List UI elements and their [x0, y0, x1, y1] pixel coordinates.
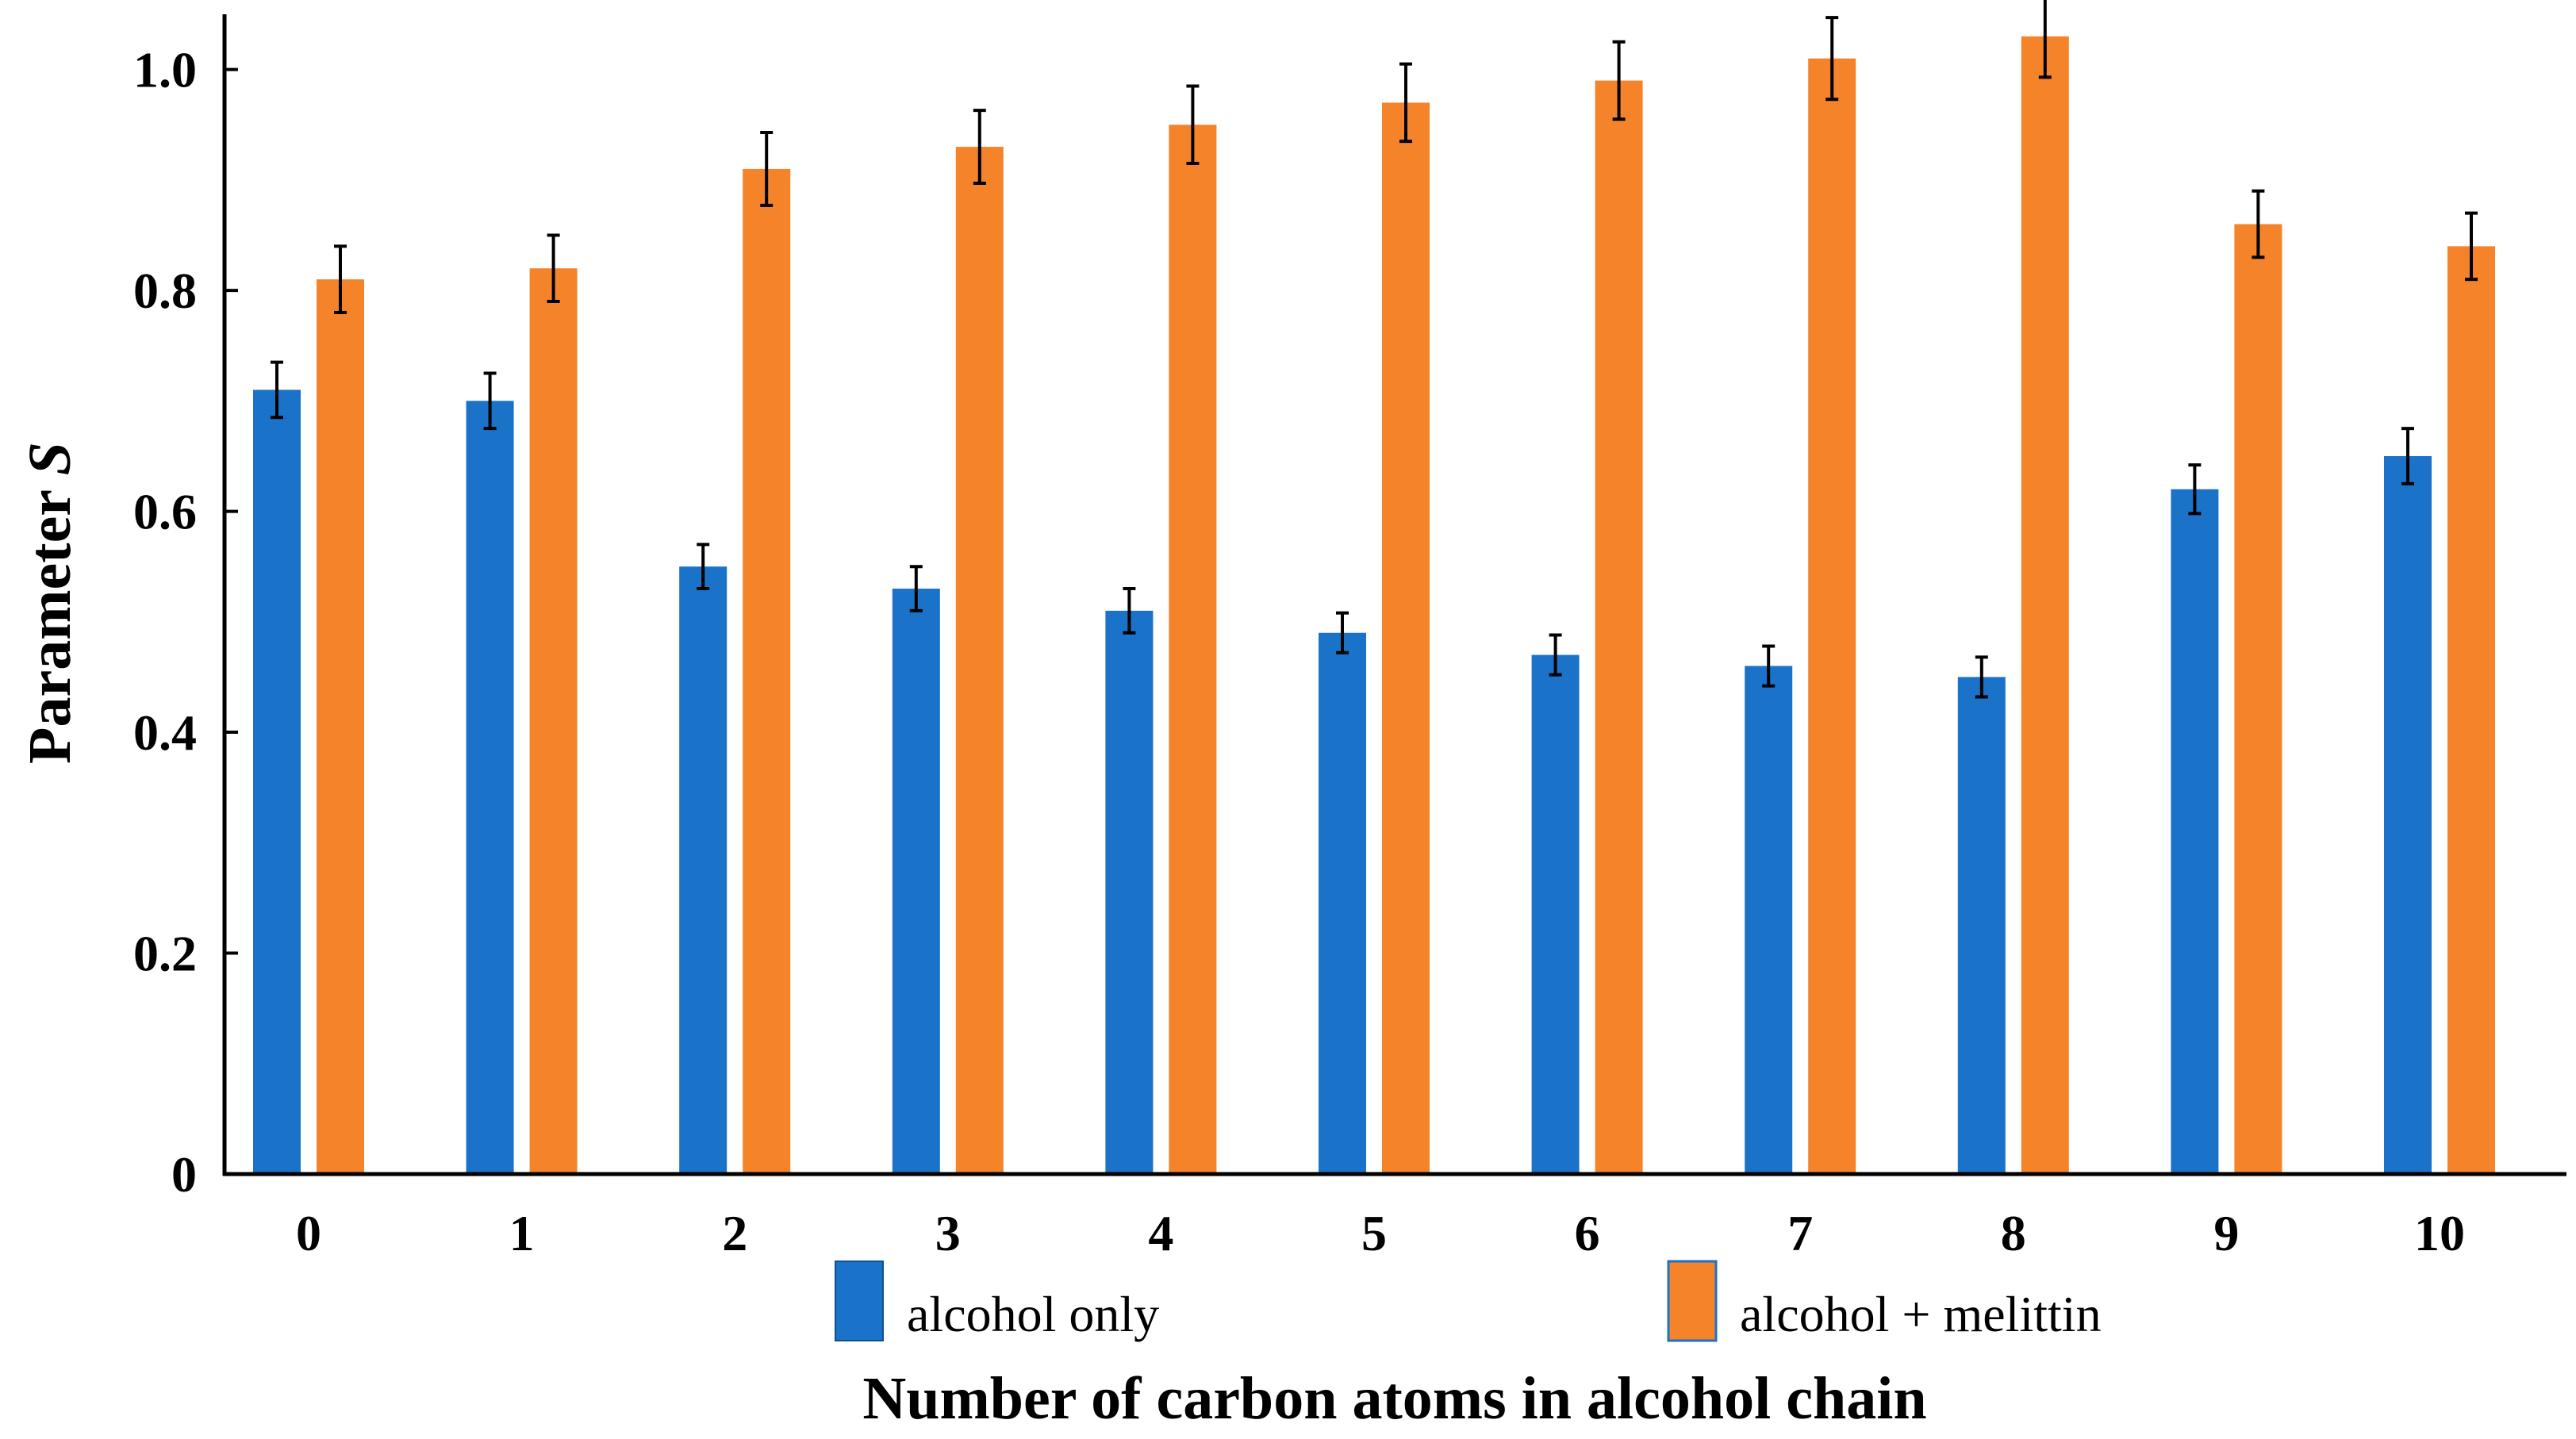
x-tick-label: 3 [935, 1205, 961, 1261]
bar-alcohol-melittin-9 [2234, 224, 2282, 1174]
bar-alcohol-only-10 [2384, 455, 2432, 1174]
bar-alcohol-melittin-4 [1169, 125, 1217, 1175]
x-tick-label: 8 [2001, 1205, 2026, 1261]
error-bars-layer [271, 0, 2478, 699]
error-bar-alcohol-only-7 [1762, 644, 1776, 688]
x-tick-label: 5 [1361, 1205, 1387, 1261]
error-bar-alcohol-melittin-0 [334, 244, 347, 314]
bar-alcohol-only-0 [253, 389, 301, 1174]
bar-alcohol-melittin-7 [1808, 58, 1856, 1175]
error-bar-alcohol-only-3 [909, 565, 923, 612]
legend-swatch-alcohol-only [835, 1261, 884, 1341]
x-tick-label: 2 [722, 1205, 747, 1261]
y-axis-title: Parameter S [17, 442, 83, 764]
y-tick-label: 0.4 [133, 704, 197, 761]
bar-alcohol-only-3 [892, 589, 940, 1174]
legend: alcohol only alcohol + melittin [835, 1260, 2102, 1342]
error-bar-alcohol-melittin-4 [1186, 84, 1200, 165]
bar-alcohol-melittin-8 [2021, 36, 2069, 1174]
x-tick-label: 9 [2213, 1205, 2239, 1261]
y-ticks-layer: 0 0.2 0.4 0.6 0.8 1.0 [133, 42, 238, 1203]
bar-alcohol-only-7 [1745, 666, 1793, 1174]
bar-alcohol-only-9 [2171, 489, 2219, 1174]
error-bar-alcohol-melittin-5 [1399, 62, 1412, 144]
bar-alcohol-only-5 [1319, 632, 1366, 1174]
error-bar-alcohol-only-0 [271, 360, 283, 420]
bar-alcohol-only-2 [679, 566, 727, 1174]
error-bar-alcohol-only-9 [2188, 463, 2202, 516]
y-tick-label: 0.8 [133, 263, 197, 319]
bar-alcohol-melittin-1 [529, 268, 578, 1175]
y-tick-label: 0.6 [133, 484, 197, 540]
error-bar-alcohol-melittin-8 [2038, 0, 2052, 79]
error-bar-alcohol-melittin-2 [760, 130, 774, 207]
error-bar-alcohol-only-10 [2401, 427, 2414, 485]
error-bar-alcohol-only-4 [1123, 587, 1136, 635]
bar-alcohol-melittin-5 [1382, 102, 1430, 1174]
error-bar-alcohol-only-8 [1975, 655, 1988, 699]
error-bar-alcohol-melittin-10 [2465, 211, 2478, 282]
error-bar-alcohol-only-2 [697, 543, 710, 591]
bar-alcohol-only-4 [1105, 610, 1154, 1174]
y-tick-label: 1.0 [133, 42, 197, 98]
y-tick-label: 0 [171, 1146, 197, 1203]
y-axis-title-main: Parameter [17, 475, 83, 764]
error-bar-alcohol-melittin-7 [1825, 16, 1839, 102]
bar-alcohol-melittin-3 [955, 147, 1004, 1175]
bar-alcohol-melittin-6 [1595, 80, 1643, 1175]
bar-alcohol-only-1 [466, 401, 514, 1174]
x-tick-label: 4 [1148, 1205, 1173, 1261]
y-axis-title-italic: S [17, 442, 83, 475]
y-tick-label: 0.2 [133, 926, 197, 982]
x-tick-label: 1 [509, 1205, 535, 1261]
x-ticks-layer: 0 1 2 3 4 5 6 7 8 9 10 [296, 1205, 2465, 1261]
legend-label-alcohol-melittin: alcohol + melittin [1740, 1286, 2102, 1342]
legend-swatch-alcohol-melittin [1667, 1260, 1718, 1342]
bars-layer [253, 36, 2495, 1175]
bar-alcohol-melittin-0 [317, 279, 364, 1175]
x-tick-label: 0 [296, 1205, 321, 1261]
x-axis-title: Number of carbon atoms in alcohol chain [862, 1365, 1926, 1432]
error-bar-alcohol-only-6 [1549, 633, 1562, 677]
error-bar-alcohol-melittin-1 [547, 233, 560, 304]
error-bar-alcohol-melittin-3 [973, 109, 986, 186]
bar-alcohol-melittin-2 [743, 168, 791, 1174]
legend-label-alcohol-only: alcohol only [907, 1286, 1159, 1342]
x-tick-label: 7 [1787, 1205, 1813, 1261]
x-tick-label: 6 [1575, 1205, 1600, 1261]
error-bar-alcohol-melittin-6 [1612, 40, 1626, 121]
error-bar-alcohol-melittin-9 [2252, 189, 2265, 259]
x-tick-label: 10 [2414, 1205, 2465, 1261]
bar-alcohol-only-8 [1957, 677, 2006, 1174]
error-bar-alcohol-only-1 [483, 371, 497, 431]
error-bar-alcohol-only-5 [1336, 611, 1349, 654]
bar-alcohol-only-6 [1531, 654, 1580, 1174]
bar-alcohol-melittin-10 [2447, 246, 2495, 1174]
